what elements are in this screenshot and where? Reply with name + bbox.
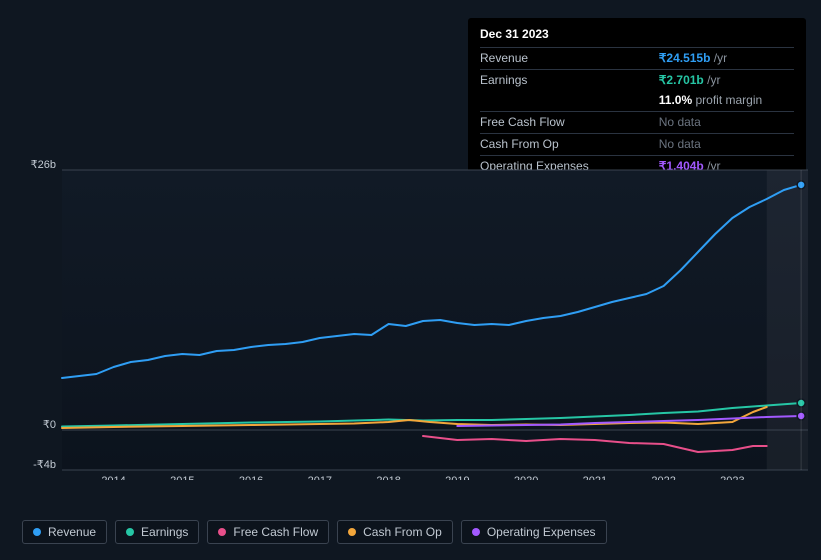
x-axis-label: 2022 — [651, 475, 675, 480]
legend-swatch-icon — [472, 528, 480, 536]
tooltip-row: Revenue₹24.515b /yr — [480, 47, 794, 69]
legend-item-label: Revenue — [48, 525, 96, 539]
x-axis-label: 2019 — [445, 475, 469, 480]
legend-item-label: Free Cash Flow — [233, 525, 318, 539]
x-axis-label: 2017 — [308, 475, 332, 480]
tooltip-row-value: No data — [659, 112, 794, 134]
x-axis-label: 2018 — [376, 475, 400, 480]
tooltip-row: Free Cash FlowNo data — [480, 112, 794, 134]
legend-item-revenue[interactable]: Revenue — [22, 520, 107, 544]
x-axis-label: 2020 — [514, 475, 538, 480]
legend-item-opex[interactable]: Operating Expenses — [461, 520, 607, 544]
legend-item-fcf[interactable]: Free Cash Flow — [207, 520, 329, 544]
tooltip-row-value: ₹24.515b /yr — [659, 47, 794, 69]
y-axis-label: ₹0 — [43, 419, 56, 431]
tooltip-row: 11.0% profit margin — [480, 90, 794, 111]
chart-legend: Revenue Earnings Free Cash Flow Cash From O… — [22, 520, 607, 544]
legend-swatch-icon — [218, 528, 226, 536]
tooltip-row-label: Cash From Op — [480, 133, 659, 155]
tooltip-date: Dec 31 2023 — [480, 26, 794, 47]
legend-item-label: Cash From Op — [363, 525, 442, 539]
x-axis-label: 2023 — [720, 475, 744, 480]
legend-swatch-icon — [126, 528, 134, 536]
tooltip-row: Earnings₹2.701b /yr — [480, 69, 794, 90]
x-axis-label: 2014 — [101, 475, 125, 480]
legend-item-label: Operating Expenses — [487, 525, 596, 539]
tooltip-row-value: No data — [659, 133, 794, 155]
tooltip-row-label: Free Cash Flow — [480, 112, 659, 134]
tooltip-row: Cash From OpNo data — [480, 133, 794, 155]
financials-chart[interactable]: ₹26b ₹0 -₹4b 2014 2015 2016 2017 2018 2019 2020 20… — [18, 160, 808, 480]
x-axis-label: 2015 — [170, 475, 194, 480]
legend-swatch-icon — [33, 528, 41, 536]
x-axis-label: 2016 — [239, 475, 263, 480]
tooltip-row-label: Revenue — [480, 47, 659, 69]
legend-swatch-icon — [348, 528, 356, 536]
legend-item-cashop[interactable]: Cash From Op — [337, 520, 453, 544]
x-axis-label: 2021 — [583, 475, 607, 480]
tooltip-row-label: Earnings — [480, 69, 659, 90]
y-axis-label: -₹4b — [33, 459, 56, 471]
legend-item-label: Earnings — [141, 525, 188, 539]
legend-item-earnings[interactable]: Earnings — [115, 520, 199, 544]
y-axis-label: ₹26b — [31, 160, 56, 171]
tooltip-row-value: ₹2.701b /yr — [659, 69, 794, 90]
tooltip-table: Revenue₹24.515b /yrEarnings₹2.701b /yr11… — [480, 47, 794, 177]
